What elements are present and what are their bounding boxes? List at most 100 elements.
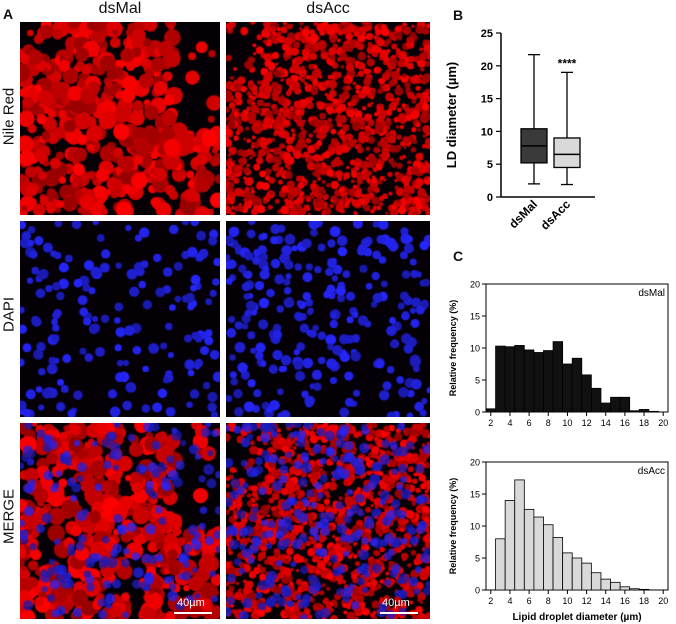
box-dsMal <box>520 53 548 185</box>
histogram-bar <box>629 588 640 591</box>
x-tick-label: 12 <box>582 418 592 428</box>
histogram-bar <box>648 410 659 413</box>
x-tick-label: 6 <box>527 596 532 606</box>
histogram-bar <box>523 349 535 413</box>
x-tick-label: 14 <box>601 418 611 428</box>
histogram-bar <box>514 345 525 413</box>
y-tick-label: 15 <box>470 490 480 500</box>
x-tick-label: 2 <box>488 596 493 606</box>
x-axis-label: Lipid droplet diameter (µm) <box>512 612 641 623</box>
y-tick-label: 5 <box>487 159 493 171</box>
histogram-bar <box>495 538 506 591</box>
x-tick-label: 6 <box>527 418 532 428</box>
x-tick-label: 16 <box>620 418 630 428</box>
histogram-bar <box>600 402 611 413</box>
panel-label-c: C <box>453 248 464 264</box>
histogram-bar <box>504 346 516 413</box>
histogram-bar <box>523 508 535 591</box>
scale-bar-label-dsacc: 40µm <box>382 597 410 609</box>
x-tick-label: 14 <box>601 596 611 606</box>
histogram-bar <box>638 409 650 413</box>
histogram-bar <box>581 374 592 413</box>
micrograph-merge-dsacc <box>226 423 430 619</box>
row-header-dapi: DAPI <box>0 297 18 333</box>
x-tick-label: dsMal <box>506 197 540 231</box>
x-tick-label: 10 <box>562 418 572 428</box>
y-tick-label: 15 <box>481 94 493 106</box>
x-tick-label: 18 <box>639 596 649 606</box>
histogram-bar <box>590 572 602 591</box>
column-header-dsacc: dsAcc <box>306 0 350 17</box>
histogram-bar <box>600 578 611 591</box>
row-header-nile-red: Nile Red <box>0 87 18 146</box>
y-tick-label: 10 <box>481 126 493 138</box>
series-label: dsAcc <box>638 466 665 477</box>
y-axis-label: LD diameter (µm) <box>444 62 459 168</box>
panel-label-b: B <box>453 7 464 23</box>
row-header-merge: MERGE <box>0 489 18 545</box>
x-tick-label: 18 <box>639 418 649 428</box>
histogram-bar <box>552 341 564 413</box>
histogram-bar <box>504 499 516 591</box>
histogram-bar <box>590 387 602 413</box>
micrograph-nile-red-dsmal <box>20 22 220 215</box>
histogram-bar <box>562 363 573 413</box>
x-tick-label: 8 <box>546 418 551 428</box>
scale-bar-label-dsmal: 40µm <box>177 597 205 609</box>
x-tick-label: 12 <box>582 596 592 606</box>
histogram-bar <box>562 552 573 591</box>
histogram-bar <box>533 516 544 591</box>
histogram-bar <box>581 562 592 591</box>
y-tick-label: 15 <box>470 312 480 322</box>
y-tick-label: 25 <box>481 28 493 40</box>
histogram-bar <box>610 581 621 591</box>
scale-bar-dsacc <box>380 612 418 614</box>
y-tick-label: 20 <box>481 61 493 73</box>
histogram-bar <box>629 410 640 413</box>
y-tick-label: 10 <box>470 344 480 354</box>
scale-bar-dsmal <box>174 612 212 614</box>
y-tick-label: 0 <box>487 192 493 204</box>
histogram-bar <box>619 396 631 413</box>
series-label: dsMal <box>638 288 665 299</box>
x-tick-label: 2 <box>488 418 493 428</box>
micrograph-dapi-dsacc <box>226 221 430 417</box>
y-tick-label: 10 <box>470 522 480 532</box>
x-tick-label: 16 <box>620 596 630 606</box>
y-tick-label: 5 <box>475 554 480 564</box>
histogram-bar <box>514 479 525 591</box>
panel-label-a: A <box>3 6 14 22</box>
histogram-bar <box>552 537 564 591</box>
x-tick-label: dsAcc <box>538 197 574 233</box>
y-tick-label: 5 <box>475 376 480 386</box>
box-dsAcc <box>553 71 581 186</box>
micrograph-nile-red-dsacc <box>226 22 430 215</box>
histogram-bar <box>543 524 554 591</box>
x-tick-label: 4 <box>507 596 512 606</box>
y-axis-label: Relative frequency (%) <box>448 478 458 575</box>
x-tick-label: 4 <box>507 418 512 428</box>
x-tick-label: 20 <box>658 418 668 428</box>
histogram-bar <box>495 345 506 413</box>
y-tick-label: 20 <box>470 280 480 290</box>
histogram-bar <box>485 408 496 413</box>
micrograph-merge-dsmal <box>20 423 220 619</box>
histogram-bar <box>543 350 554 413</box>
y-tick-label: 0 <box>475 586 480 596</box>
histogram-bar <box>571 557 583 591</box>
micrograph-dapi-dsmal <box>20 221 220 417</box>
y-tick-label: 20 <box>470 458 480 468</box>
x-tick-label: 8 <box>546 596 551 606</box>
histogram-bar <box>571 357 583 413</box>
significance-annotation: **** <box>558 56 577 70</box>
histogram-bar <box>638 588 650 591</box>
y-tick-label: 0 <box>475 408 480 418</box>
x-tick-label: 20 <box>658 596 668 606</box>
column-header-dsmal: dsMal <box>98 0 142 17</box>
histogram-bar <box>533 352 544 413</box>
box-body <box>553 137 581 169</box>
histogram-bar <box>619 586 631 591</box>
x-tick-label: 10 <box>562 596 572 606</box>
